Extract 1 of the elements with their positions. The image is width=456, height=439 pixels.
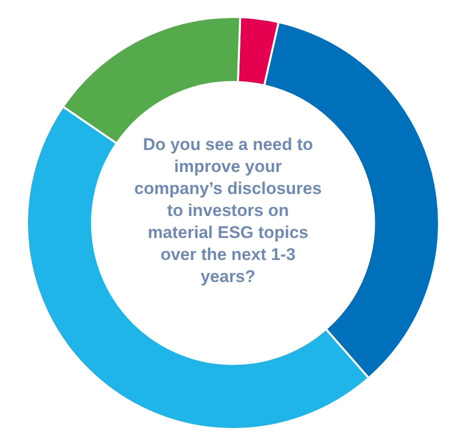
text: Do you see a need to improve your company’s disclosures to investors on material ESG topics over the next 1-3 years? [133, 134, 323, 288]
